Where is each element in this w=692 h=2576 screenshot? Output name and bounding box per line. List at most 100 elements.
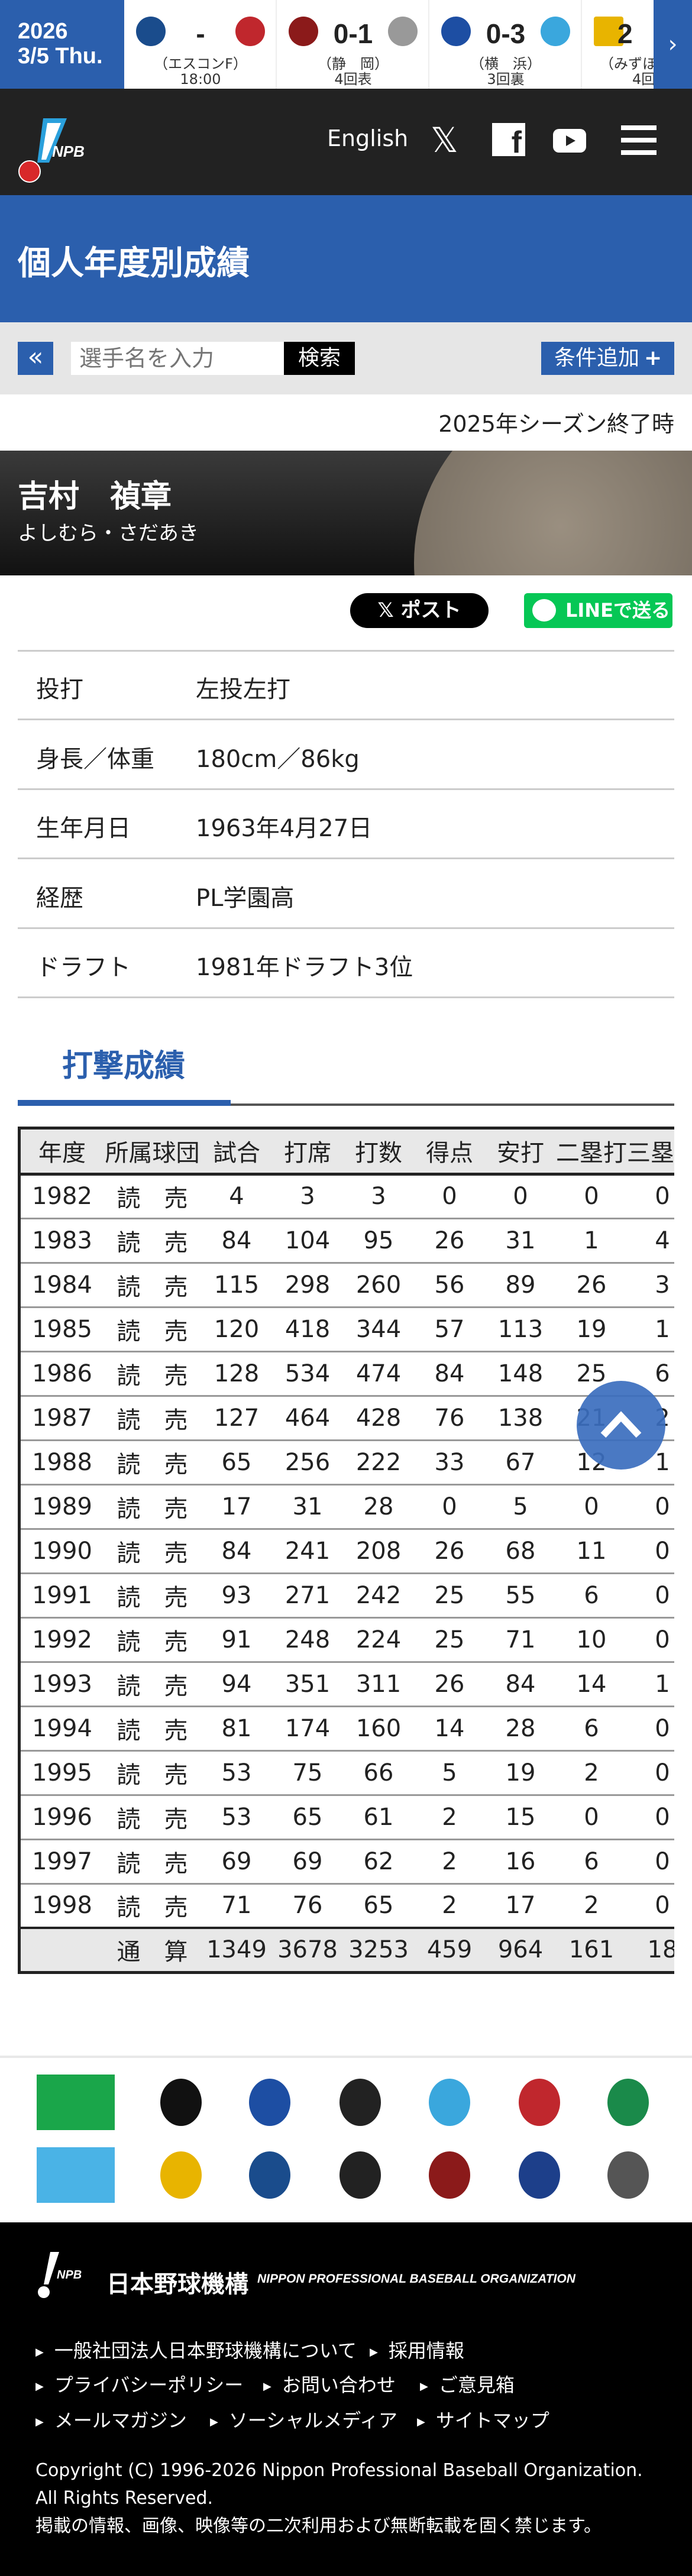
column-header[interactable]: 所属球団	[104, 1130, 201, 1176]
table-cell: 84	[201, 1218, 272, 1264]
team-logo-tigers[interactable]	[160, 2079, 202, 2126]
dragons-logo	[541, 17, 570, 46]
table-cell: 14	[556, 1662, 627, 1707]
table-cell: 311	[343, 1662, 414, 1707]
table-cell: 138	[485, 1396, 556, 1441]
chevron-right-icon[interactable]: ›	[654, 0, 692, 89]
team-logo-eagles[interactable]	[429, 2151, 470, 2199]
npb-logo[interactable]: NPB	[17, 118, 105, 183]
x-post-button[interactable]: 𝕏 ポスト	[350, 593, 489, 628]
column-header[interactable]: 年度	[21, 1130, 104, 1176]
table-cell: 0	[414, 1484, 485, 1530]
table-cell: 174	[272, 1706, 343, 1752]
divider	[18, 719, 674, 720]
table-cell: 474	[343, 1351, 414, 1397]
table-cell: 読 売	[104, 1440, 201, 1486]
table-cell: 55	[485, 1573, 556, 1619]
site-header: NPB English 𝕏 f	[0, 89, 692, 195]
table-cell: 248	[272, 1617, 343, 1663]
column-header[interactable]: 打席	[272, 1130, 343, 1176]
double-chevron-left-icon[interactable]: «	[18, 342, 53, 375]
line-share-button[interactable]: LINEで送る	[524, 593, 672, 628]
profile-label: 身長／体重	[36, 745, 154, 773]
footer-link-sitemap[interactable]: サイトマップ	[417, 2406, 549, 2433]
site-footer: NPB 日本野球機構 NIPPON PROFESSIONAL BASEBALL …	[0, 2222, 692, 2576]
fighters-logo	[136, 17, 166, 46]
game-card[interactable]: - （エスコンF） 18:00	[124, 0, 277, 89]
heading-accent	[18, 1100, 231, 1106]
total-cell: 3253	[343, 1927, 414, 1974]
table-cell: 26	[556, 1263, 627, 1308]
npb-footer-logo[interactable]: NPB	[35, 2252, 101, 2299]
footer-link-careers[interactable]: 採用情報	[370, 2336, 464, 2363]
team-logo-fighters[interactable]	[249, 2151, 290, 2199]
table-cell: 84	[485, 1662, 556, 1707]
divider	[18, 927, 674, 929]
table-cell: 104	[272, 1218, 343, 1264]
game-card[interactable]: 0-3 （横 浜） 3回裏	[429, 0, 582, 89]
table-row: 1996 読 売 53 65 61 2 15 0 0	[21, 1795, 674, 1840]
team-logo-carp[interactable]	[519, 2079, 560, 2126]
game-card[interactable]: 0-1 （静 岡） 4回表	[277, 0, 429, 89]
column-header[interactable]: 二塁打	[556, 1130, 627, 1176]
game-card[interactable]: 2 （みずほ 4回	[582, 0, 654, 89]
team-logo-central-league[interactable]	[37, 2075, 115, 2130]
table-cell: 61	[343, 1795, 414, 1840]
team-logo-pacific-league[interactable]	[37, 2147, 115, 2203]
footer-link-social[interactable]: ソーシャルメディア	[210, 2406, 397, 2433]
table-row: 1995 読 売 53 75 66 5 19 2 0	[21, 1750, 674, 1796]
divider	[18, 650, 674, 652]
table-cell: 1986	[21, 1351, 104, 1397]
team-logo-swallows[interactable]	[607, 2079, 649, 2126]
table-cell: 69	[201, 1839, 272, 1885]
profile-row: 身長／体重 180cm／86kg	[18, 720, 674, 789]
table-cell: 1993	[21, 1662, 104, 1707]
table-cell: 31	[485, 1218, 556, 1264]
plus-icon: +	[644, 346, 662, 370]
chevron-up-icon	[600, 1411, 642, 1438]
table-cell: 1982	[21, 1174, 104, 1219]
player-name-input[interactable]	[71, 342, 284, 375]
table-cell: 66	[343, 1750, 414, 1796]
team-logo-hawks[interactable]	[160, 2151, 202, 2199]
table-cell: 1996	[21, 1795, 104, 1840]
team-logo-giants[interactable]	[339, 2079, 381, 2126]
facebook-icon[interactable]: f	[492, 123, 525, 160]
table-cell: 17	[201, 1484, 272, 1530]
table-cell: 読 売	[104, 1396, 201, 1441]
team-logo-lions[interactable]	[519, 2151, 560, 2199]
column-header[interactable]: 三塁打	[627, 1130, 674, 1176]
english-link[interactable]: English	[327, 125, 409, 151]
player-banner: 吉村 禎章 よしむら・さだあき	[0, 451, 692, 575]
footer-link-about[interactable]: 一般社団法人日本野球機構について	[35, 2336, 357, 2363]
table-cell: 418	[272, 1307, 343, 1352]
table-row: 1997 読 売 69 69 62 2 16 6 0	[21, 1839, 674, 1885]
table-cell: 読 売	[104, 1484, 201, 1530]
table-cell: 0	[627, 1573, 674, 1619]
table-cell: 25	[414, 1617, 485, 1663]
team-logo-baystars[interactable]	[249, 2079, 290, 2126]
table-cell: 1	[627, 1307, 674, 1352]
footer-link-privacy[interactable]: プライバシーポリシー	[35, 2370, 243, 2397]
lions-logo	[235, 17, 265, 46]
team-logo-buffaloes[interactable]	[339, 2151, 381, 2199]
youtube-icon[interactable]	[553, 129, 586, 153]
add-condition-button[interactable]: 条件追加 +	[541, 342, 674, 375]
column-header[interactable]: 打数	[343, 1130, 414, 1176]
menu-icon[interactable]	[621, 125, 657, 155]
footer-link-feedback[interactable]: ご意見箱	[420, 2370, 515, 2397]
back-to-top-button[interactable]	[577, 1381, 665, 1470]
table-cell: 81	[201, 1706, 272, 1752]
table-cell: 26	[414, 1662, 485, 1707]
footer-link-mailmag[interactable]: メールマガジン	[35, 2406, 187, 2433]
search-button[interactable]: 検索	[284, 342, 355, 375]
column-header[interactable]: 試合	[201, 1130, 272, 1176]
team-logo-dragons[interactable]	[429, 2079, 470, 2126]
column-header[interactable]: 得点	[414, 1130, 485, 1176]
team-logo-marines[interactable]	[607, 2151, 649, 2199]
line-icon	[532, 599, 556, 622]
column-header[interactable]: 安打	[485, 1130, 556, 1176]
x-icon[interactable]: 𝕏	[431, 120, 458, 160]
footer-link-contact[interactable]: お問い合わせ	[263, 2370, 396, 2397]
